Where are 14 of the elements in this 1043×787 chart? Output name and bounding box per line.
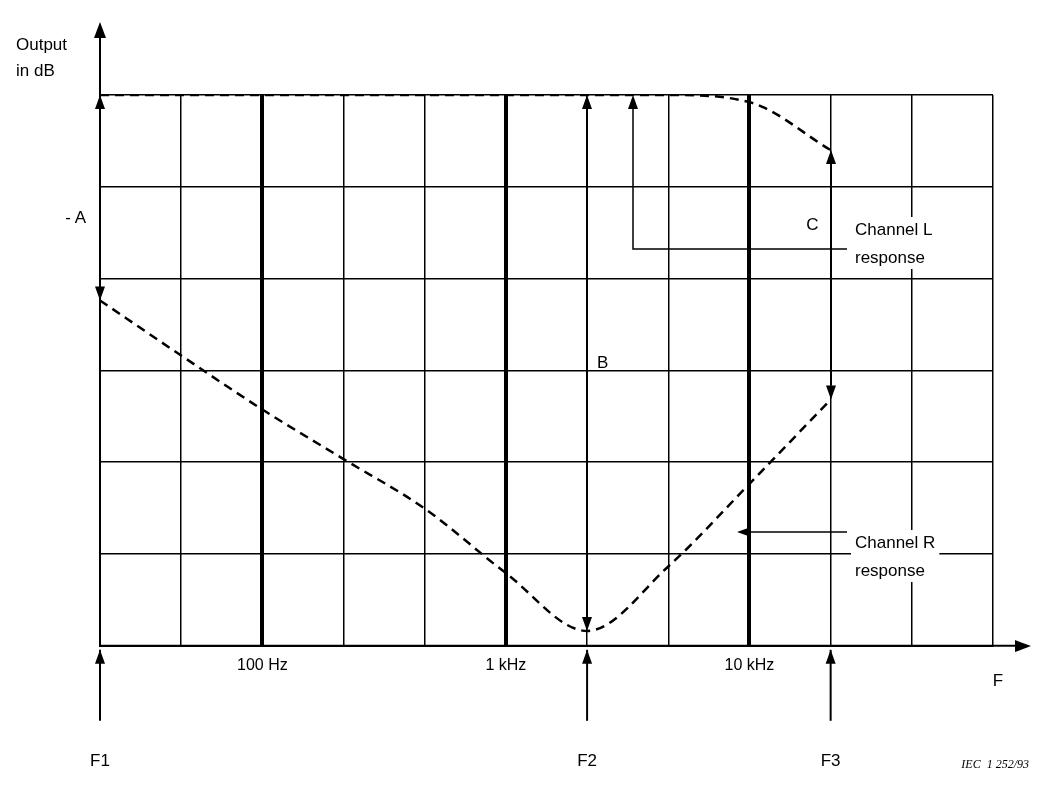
x-tick-label: 1 kHz — [485, 655, 527, 673]
text: IEC 1 252/93 — [960, 756, 1029, 771]
text: F1 — [90, 750, 110, 770]
text: - A — [65, 207, 87, 227]
text: Channel R response — [855, 533, 936, 580]
text: F3 — [820, 750, 841, 770]
x-tick-label: 100 Hz — [237, 655, 288, 673]
annotation: B — [597, 352, 609, 372]
y-axis-title: Output in dB — [16, 35, 68, 80]
x-tick-label: 10 kHz — [724, 655, 775, 673]
text: F2 — [577, 750, 598, 770]
x-axis-title: F — [992, 670, 1004, 690]
text: Channel L response — [855, 220, 933, 267]
annotation: C — [806, 214, 819, 234]
